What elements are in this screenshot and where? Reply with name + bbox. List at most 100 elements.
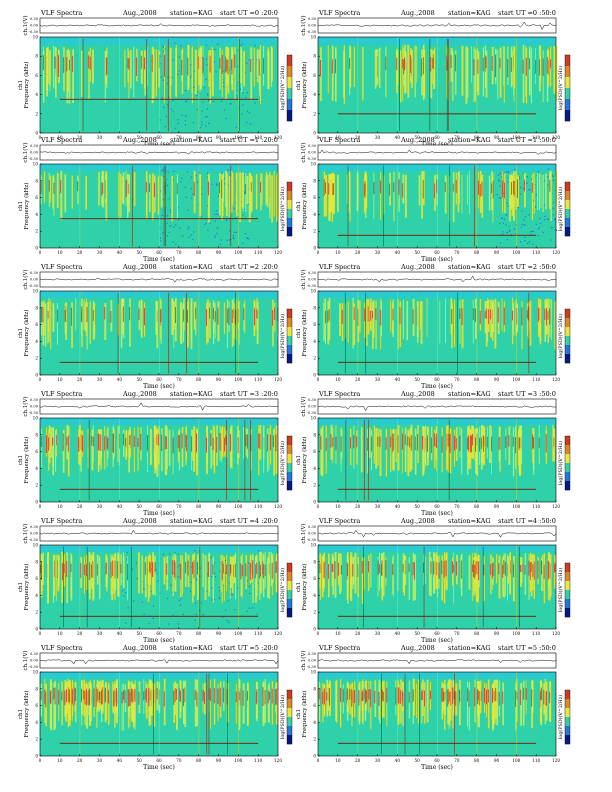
emission-core (349, 688, 351, 700)
emission-streak (327, 300, 330, 345)
emission-core (149, 561, 151, 573)
emission-core (116, 688, 117, 707)
emission-streak (375, 300, 377, 350)
spectrogram-gridline (198, 37, 200, 133)
emission-core (78, 436, 80, 452)
panel-p2: VLF Spectra Aug.,2008 station=KAG start UT … (296, 9, 571, 148)
emission-streak (347, 551, 349, 604)
emission-streak (158, 49, 160, 88)
emission-core (229, 564, 231, 577)
emission-streak (273, 428, 275, 476)
emission-streak (152, 48, 155, 100)
emission-core (407, 436, 409, 446)
emission-core (455, 437, 457, 449)
sferic-line (344, 292, 346, 374)
quiet-noise-speck (505, 214, 507, 216)
quiet-noise-speck (178, 56, 180, 58)
y-tick-label: 0 (35, 246, 38, 251)
quiet-noise-speck (532, 230, 535, 232)
y-tick-label: 10 (33, 35, 39, 40)
sferic-line (199, 546, 201, 628)
emission-core (479, 438, 481, 452)
spectrogram-gridline (79, 164, 81, 248)
emission-streak (373, 172, 375, 219)
trace-tick-label: -0.30 (29, 411, 39, 415)
y-tick-label: 0 (313, 131, 316, 136)
trace-axis-label: ch.1(V) (22, 523, 29, 543)
x-tick-label: 80 (474, 250, 480, 255)
emission-streak (367, 298, 370, 335)
trace-tick-label: -0.30 (307, 30, 317, 34)
quiet-noise-speck (166, 184, 169, 187)
emission-core (183, 688, 185, 707)
sferic-line (448, 419, 450, 501)
quiet-noise-speck (155, 569, 157, 571)
emission-core (62, 563, 63, 580)
sferic-line (153, 673, 155, 755)
emission-core (356, 436, 358, 448)
emission-core (330, 434, 332, 448)
quiet-noise-speck (499, 185, 501, 187)
emission-core (226, 564, 228, 575)
spectrogram-gridline (79, 418, 81, 502)
x-axis-label: Time (sec) (143, 256, 175, 263)
panel-title: VLF Spectra (40, 263, 82, 271)
emission-core (490, 564, 492, 575)
emission-core (100, 690, 102, 705)
quiet-noise-speck (248, 607, 250, 609)
emission-core (96, 689, 98, 702)
colorbar-segment (565, 66, 570, 78)
quiet-noise-speck (160, 240, 162, 242)
emission-core (509, 560, 511, 574)
quiet-noise-speck (190, 197, 193, 200)
quiet-noise-speck (166, 215, 168, 217)
sferic-line (474, 165, 475, 247)
emission-streak (118, 171, 120, 218)
x-tick-label: 0 (39, 377, 42, 382)
emission-core (521, 307, 523, 326)
emission-core (477, 180, 479, 195)
panel-start-time: start UT =5 :20:0 (220, 644, 278, 652)
emission-core (486, 436, 488, 448)
emission-core (485, 308, 487, 319)
x-tick-label: 90 (216, 135, 222, 140)
emission-core (40, 181, 42, 194)
quiet-noise-speck (205, 44, 208, 46)
emission-core (85, 564, 87, 577)
quiet-noise-speck (236, 95, 238, 97)
quiet-noise-speck (185, 100, 187, 102)
x-tick-label: 40 (395, 758, 401, 763)
colorbar-segment (565, 309, 570, 319)
quiet-noise-speck (206, 64, 208, 66)
quiet-noise-speck (521, 223, 523, 226)
trace-tick-label: 0.00 (30, 659, 39, 663)
channel-label: ch1 (18, 328, 24, 338)
quiet-noise-speck (555, 229, 558, 231)
emission-streak (206, 425, 209, 475)
quiet-noise-speck (169, 225, 171, 227)
quiet-noise-speck (228, 565, 231, 567)
x-tick-label: 100 (512, 250, 520, 255)
emission-streak (380, 301, 382, 337)
emission-streak (43, 171, 46, 203)
emission-streak (267, 557, 269, 598)
emission-streak (102, 170, 105, 208)
x-tick-label: 80 (474, 377, 480, 382)
emission-core (516, 179, 518, 198)
quiet-noise-speck (168, 76, 171, 78)
quiet-noise-speck (252, 607, 254, 609)
emission-core (331, 563, 333, 572)
emission-core (320, 436, 322, 450)
quiet-noise-speck (196, 181, 198, 183)
quiet-noise-speck (529, 231, 531, 233)
emission-core (88, 690, 90, 706)
emission-streak (496, 679, 499, 726)
emission-streak (128, 174, 130, 213)
emission-core (212, 308, 214, 320)
x-tick-label: 40 (395, 377, 401, 382)
quiet-noise-speck (214, 576, 217, 578)
quiet-noise-speck (162, 232, 164, 234)
emission-streak (260, 44, 262, 104)
emission-streak (85, 298, 87, 337)
emission-streak (275, 553, 278, 593)
